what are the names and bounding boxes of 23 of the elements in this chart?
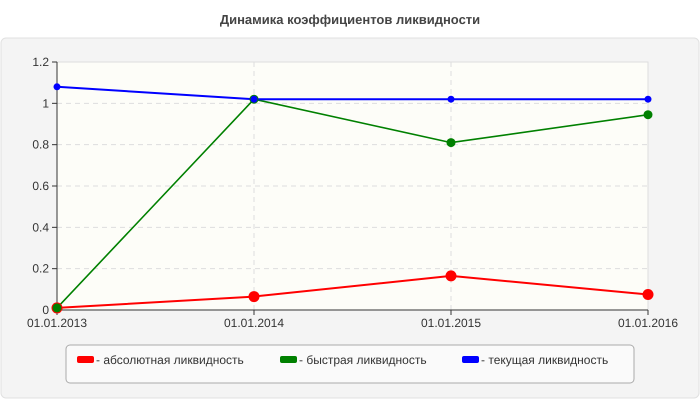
y-tick-label: 0.6 <box>32 179 50 193</box>
x-tick-label: 01.01.2014 <box>224 316 284 330</box>
x-tick-label: 01.01.2013 <box>26 316 88 330</box>
y-tick-label: 1.2 <box>32 55 50 69</box>
legend-label: - текущая ликвидность <box>481 353 608 367</box>
point <box>248 291 260 302</box>
y-tick-label: 1 <box>42 96 50 110</box>
legend-label: - абсолютная ликвидность <box>96 353 244 367</box>
point <box>642 289 654 300</box>
point <box>644 96 652 103</box>
y-tick-label: 0 <box>42 303 50 317</box>
point <box>446 138 456 148</box>
y-tick-label: 0.8 <box>32 138 50 152</box>
point <box>448 96 454 103</box>
y-tick-label: 0.4 <box>32 220 50 234</box>
y-tick-label: 0.2 <box>32 262 50 276</box>
chart-title: Динамика коэффициентов ликвидности <box>220 12 480 27</box>
x-tick-label: 01.01.2016 <box>618 316 678 330</box>
point <box>54 83 60 90</box>
point <box>644 110 652 120</box>
x-tick-label: 01.01.2015 <box>420 316 482 330</box>
point <box>446 270 456 282</box>
legend-label: - быстрая ликвидность <box>299 353 427 367</box>
